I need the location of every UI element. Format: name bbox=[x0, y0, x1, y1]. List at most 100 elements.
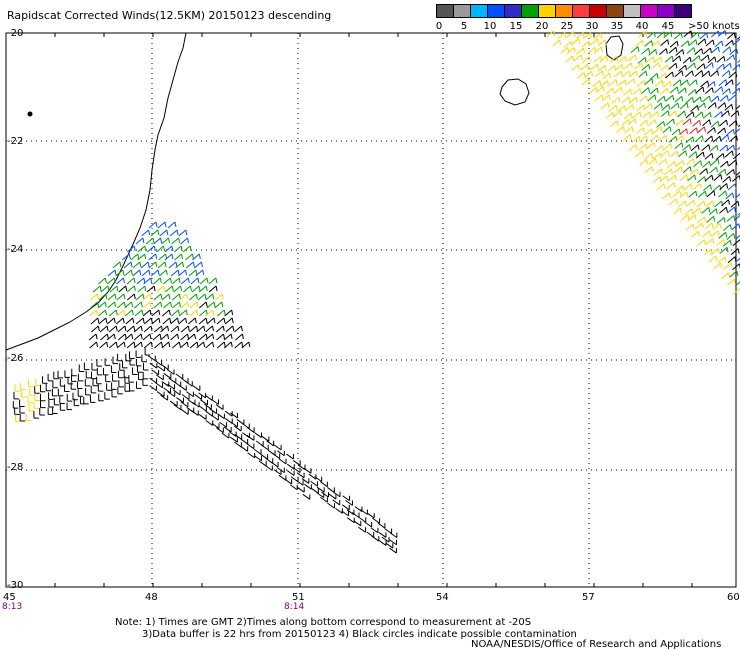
wind-barb bbox=[234, 341, 244, 349]
wind-barb bbox=[623, 112, 633, 120]
wind-barb bbox=[209, 408, 218, 414]
wind-barb bbox=[90, 293, 99, 301]
wind-barb bbox=[150, 269, 160, 277]
wind-barb bbox=[161, 341, 171, 349]
wind-barb bbox=[634, 150, 644, 158]
grid-lines bbox=[5, 33, 736, 587]
wind-barb bbox=[726, 32, 736, 40]
wind-barb bbox=[726, 233, 736, 240]
wind-barb bbox=[254, 455, 262, 462]
wind-barb bbox=[265, 465, 273, 471]
wind-barb bbox=[108, 341, 118, 349]
wind-barb bbox=[51, 388, 58, 397]
wind-barb bbox=[718, 231, 728, 239]
wind-barb bbox=[662, 126, 672, 134]
wind-barb bbox=[697, 216, 706, 224]
wind-barb bbox=[706, 190, 716, 198]
wind-barb bbox=[719, 119, 728, 127]
wind-barb bbox=[644, 166, 654, 174]
wind-barb bbox=[211, 414, 219, 421]
wind-barb bbox=[90, 385, 97, 394]
wind-barb bbox=[616, 126, 625, 133]
wind-barb bbox=[735, 234, 740, 239]
wind-barb bbox=[153, 293, 163, 301]
wind-barb bbox=[636, 104, 646, 112]
wind-barb bbox=[694, 70, 704, 77]
wind-barb bbox=[126, 245, 136, 253]
wind-barb bbox=[176, 397, 184, 403]
wind-barb bbox=[132, 269, 142, 277]
wind-barb bbox=[126, 285, 136, 293]
wind-barb bbox=[119, 363, 125, 371]
wind-barb bbox=[648, 48, 658, 56]
wind-barb bbox=[690, 144, 700, 152]
wind-barb bbox=[677, 110, 687, 118]
wind-barb bbox=[704, 152, 714, 160]
wind-barb bbox=[638, 143, 648, 151]
wind-barb bbox=[182, 245, 192, 253]
wind-barb bbox=[198, 301, 208, 309]
wind-barb bbox=[702, 112, 712, 119]
wind-barb bbox=[687, 174, 697, 182]
wind-barb bbox=[718, 190, 728, 198]
wind-barb bbox=[675, 160, 685, 167]
wind-barb bbox=[726, 168, 735, 176]
wind-barb bbox=[141, 354, 147, 363]
wind-barb bbox=[136, 381, 142, 389]
wind-barb bbox=[168, 261, 178, 269]
wind-barb bbox=[670, 102, 680, 110]
wind-barb bbox=[34, 393, 40, 401]
wind-barb bbox=[170, 317, 180, 325]
wind-barb bbox=[45, 383, 52, 392]
wind-barb bbox=[246, 427, 255, 433]
wind-barb bbox=[284, 478, 293, 485]
wind-barb bbox=[145, 237, 155, 245]
wind-barb bbox=[216, 427, 224, 434]
wind-barb bbox=[124, 301, 134, 309]
wind-barb bbox=[321, 491, 329, 498]
wind-barb bbox=[674, 142, 684, 149]
wind-barb bbox=[710, 158, 720, 166]
wind-barb bbox=[389, 547, 397, 554]
wind-barb bbox=[595, 86, 605, 94]
wind-barb bbox=[593, 32, 603, 40]
wind-barb bbox=[206, 301, 216, 309]
wind-barb bbox=[273, 444, 282, 451]
wind-barb bbox=[64, 384, 70, 392]
wind-barb bbox=[88, 333, 98, 341]
wind-barb bbox=[187, 317, 197, 325]
wind-barb bbox=[303, 467, 312, 474]
wind-barb bbox=[160, 394, 169, 401]
wind-barb bbox=[580, 63, 589, 71]
wind-barb bbox=[546, 30, 556, 38]
wind-barb bbox=[674, 70, 684, 78]
wind-barb bbox=[719, 94, 729, 102]
wind-barb bbox=[607, 65, 617, 72]
wind-barb bbox=[150, 229, 160, 237]
wind-barb bbox=[184, 380, 193, 387]
chart-title: Rapidscat Corrected Winds(12.5KM) 201501… bbox=[7, 9, 332, 22]
wind-barb bbox=[687, 62, 696, 70]
wind-barb bbox=[118, 379, 124, 388]
wind-barb bbox=[358, 526, 366, 533]
wind-barb bbox=[133, 333, 143, 341]
legend-tick-label: 5 bbox=[460, 21, 468, 32]
wind-barbs bbox=[12, 30, 740, 554]
wind-barb bbox=[665, 94, 675, 102]
wind-barb bbox=[28, 403, 34, 412]
wind-barb bbox=[664, 55, 674, 63]
wind-barb bbox=[115, 317, 125, 325]
wind-barb bbox=[737, 124, 740, 128]
wind-barb bbox=[171, 237, 181, 245]
wind-barb bbox=[130, 253, 140, 261]
wind-barb bbox=[85, 370, 92, 379]
wind-barb bbox=[692, 207, 702, 215]
wind-barb bbox=[296, 472, 305, 479]
wind-barb bbox=[680, 79, 689, 87]
wind-barb bbox=[171, 309, 180, 317]
wind-barb bbox=[592, 80, 602, 87]
wind-barb bbox=[296, 486, 305, 493]
wind-barb bbox=[716, 217, 726, 224]
wind-barb bbox=[635, 40, 644, 47]
wind-barb bbox=[683, 30, 693, 38]
